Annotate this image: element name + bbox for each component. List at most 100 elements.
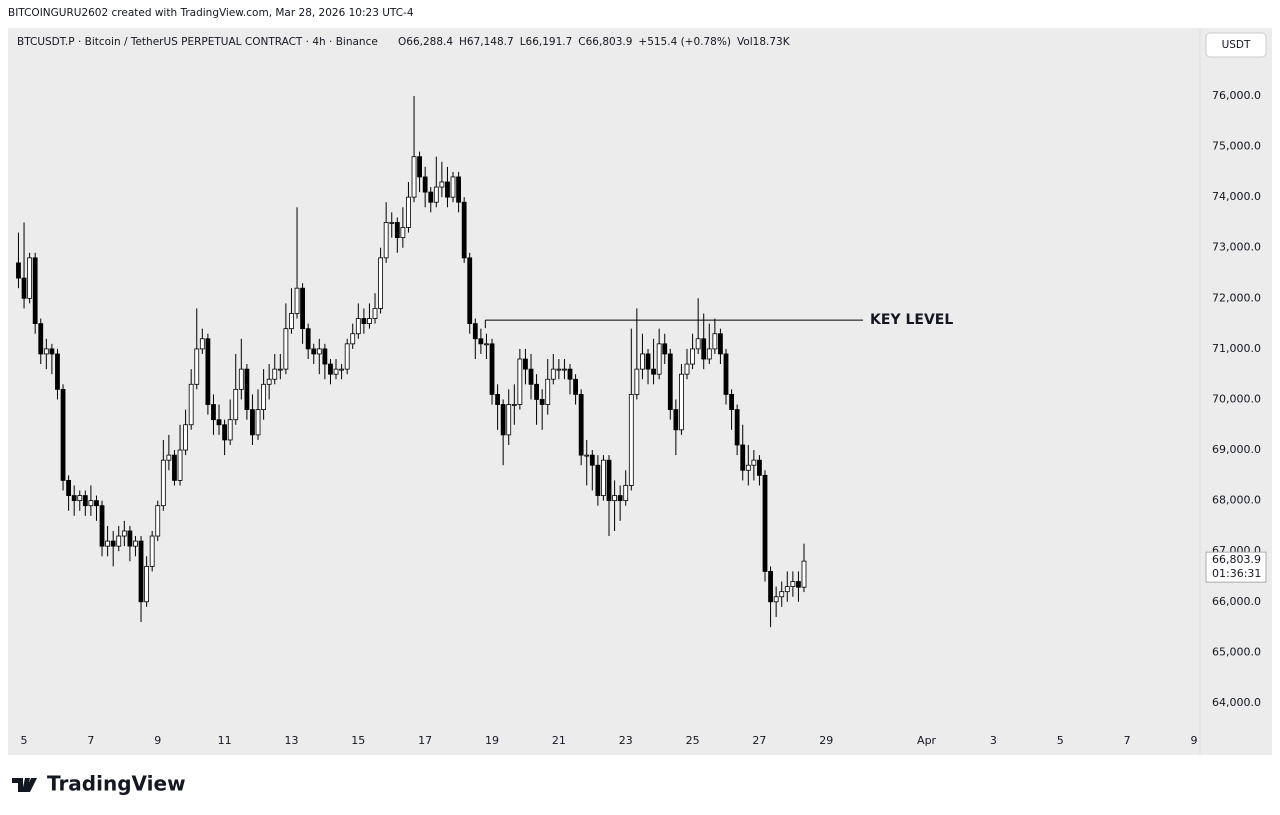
y-tick-label: 69,000.0 xyxy=(1212,443,1261,456)
candle-body xyxy=(718,333,723,355)
candle-body xyxy=(595,464,601,496)
candle-body xyxy=(166,454,172,461)
x-tick-label: 21 xyxy=(552,734,566,747)
candle-body xyxy=(255,409,261,436)
candle-body xyxy=(333,368,339,375)
candle-body xyxy=(216,419,222,426)
brand: TradingView xyxy=(47,772,186,796)
candle-body xyxy=(489,343,495,395)
chart-background xyxy=(8,28,1272,755)
currency: USDT xyxy=(1222,39,1251,51)
x-tick-label: 11 xyxy=(218,734,232,747)
candle-body xyxy=(378,257,384,309)
candle-body xyxy=(311,348,317,355)
x-tick-label: 23 xyxy=(619,734,633,747)
key-level-label: KEY LEVEL xyxy=(870,312,953,328)
legend-item: C66,803.9 xyxy=(578,36,632,48)
candle-body xyxy=(779,591,785,598)
y-tick-label: 70,000.0 xyxy=(1212,392,1261,405)
candle-body xyxy=(60,388,66,481)
candle-body xyxy=(238,368,244,390)
candle-body xyxy=(43,348,49,355)
candle-body xyxy=(773,596,779,603)
y-tick-label: 76,000.0 xyxy=(1212,89,1261,102)
candle-body xyxy=(450,176,456,198)
candle-body xyxy=(500,404,506,436)
x-tick-label: 17 xyxy=(418,734,432,747)
x-tick-label: 19 xyxy=(485,734,499,747)
candle-body xyxy=(461,201,467,259)
y-tick-label: 64,000.0 xyxy=(1212,696,1261,709)
candle-body xyxy=(350,333,356,345)
candle-body xyxy=(790,581,796,588)
candle-body xyxy=(484,343,489,346)
candle-body xyxy=(160,459,166,507)
symbol: BTCUSDT.P · Bitcoin / TetherUS PERPETUAL… xyxy=(17,36,378,48)
candle-body xyxy=(277,368,283,371)
candle-body xyxy=(133,540,138,547)
y-tick-label: 66,000.0 xyxy=(1212,595,1261,608)
candle-body xyxy=(628,394,634,486)
candle-body xyxy=(294,287,300,314)
y-tick-label: 68,000.0 xyxy=(1212,494,1261,507)
candle-body xyxy=(679,373,684,431)
candle-body xyxy=(66,479,71,496)
candle-body xyxy=(690,348,695,365)
candle-body xyxy=(729,394,734,410)
x-tick-label: 13 xyxy=(284,734,298,747)
candle-body xyxy=(328,363,333,375)
candle-body xyxy=(121,530,127,537)
candle-body xyxy=(289,313,294,330)
legend-item: O66,288.4 xyxy=(398,36,453,48)
candle-body xyxy=(589,454,595,466)
candle-body xyxy=(211,404,216,421)
candle-body xyxy=(701,338,707,360)
y-tick-label: 74,000.0 xyxy=(1212,190,1261,203)
candle-body xyxy=(523,358,528,370)
x-tick-label: 9 xyxy=(154,734,161,747)
candle-body xyxy=(172,454,177,481)
candle-body xyxy=(283,328,289,370)
candle-body xyxy=(138,540,144,603)
candle-body xyxy=(205,338,211,405)
candle-body xyxy=(38,323,44,355)
candle-body xyxy=(55,353,60,390)
candle-body xyxy=(194,348,200,385)
candle-body xyxy=(706,348,712,360)
candle-body xyxy=(695,338,701,350)
candle-body xyxy=(768,571,773,603)
candle-body xyxy=(506,404,512,436)
candle-body xyxy=(227,419,233,441)
candle-body xyxy=(394,222,400,239)
candle-body xyxy=(127,530,133,547)
candle-body xyxy=(32,257,38,325)
candle-body xyxy=(344,343,350,370)
y-tick-label: 73,000.0 xyxy=(1212,241,1261,254)
candle-body xyxy=(645,353,651,370)
candle-body xyxy=(355,318,361,335)
candle-body xyxy=(383,222,389,259)
candle-body xyxy=(155,505,161,537)
x-tick-label: 7 xyxy=(87,734,94,747)
candle-body xyxy=(422,176,428,193)
candle-body xyxy=(27,257,33,299)
candle-body xyxy=(612,495,617,502)
legend-item: Vol18.73K xyxy=(737,36,791,48)
candle-body xyxy=(623,485,629,502)
candle-body xyxy=(550,368,556,380)
candle-body xyxy=(456,176,461,203)
candle-body xyxy=(784,586,790,593)
legend-item: L66,191.7 xyxy=(520,36,573,48)
currency-button[interactable] xyxy=(1205,32,1267,58)
candle-body xyxy=(517,358,523,405)
candle-body xyxy=(534,383,539,400)
candle-body xyxy=(99,505,105,547)
candle-body xyxy=(528,368,534,385)
candle-body xyxy=(634,368,640,395)
candle-body xyxy=(372,308,378,319)
candle-body xyxy=(82,495,88,507)
candle-body xyxy=(406,196,411,228)
candle-body xyxy=(478,338,484,345)
candle-body xyxy=(757,459,762,476)
